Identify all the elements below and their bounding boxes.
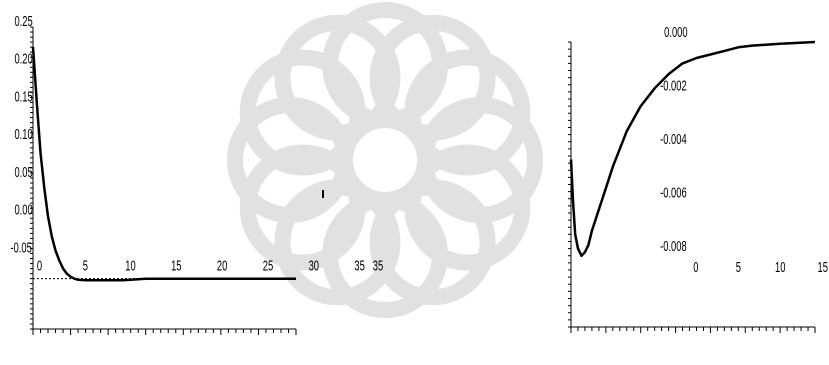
ornament-core (337, 112, 433, 208)
ornament-watermark (227, 2, 543, 318)
x-tick-label: 0 (37, 257, 42, 274)
chart-left: 0 5 10 15 20 25 30 35 35 0.25 0.20 0.15 0.10 0.05 0.00… (10, 13, 383, 335)
y-tick-label: 0.10 (14, 126, 32, 143)
x-tick-label: 15 (818, 259, 828, 276)
y-tick-label: 0.000 (664, 24, 687, 41)
x-tick-label: 30 (309, 257, 319, 274)
ornament-petal (322, 192, 448, 318)
ornament-petal (369, 179, 496, 306)
ornament-petal (322, 2, 448, 128)
y-tick-label: 0.00 (14, 201, 32, 218)
x-tick-label: 5 (736, 259, 741, 276)
ornament-petal (404, 144, 531, 271)
x-tick-label: 20 (217, 257, 227, 274)
x-tick-label: 35 (354, 257, 364, 274)
y-tick-label: 0.05 (14, 164, 32, 181)
chart-right: 05101520253035350.000-0.002-0.004-0.006-… (568, 24, 828, 333)
x-tick-label: 5 (83, 257, 88, 274)
y-tick-label: -0.004 (660, 131, 687, 148)
ornament-petal (369, 14, 496, 141)
y-tick-label: 0.25 (14, 13, 32, 30)
ornament-petal (404, 49, 531, 176)
ornament-petal (274, 14, 401, 141)
x-end-label: 35 (373, 257, 383, 274)
y-tick-label: 0.20 (14, 50, 32, 67)
ornament-petal (417, 97, 543, 223)
ornament-petal (227, 97, 353, 223)
x-tick-label: 25 (263, 257, 273, 274)
center-dot (322, 190, 324, 198)
y-tick-label: 0.15 (14, 88, 32, 105)
series-line (569, 40, 816, 258)
x-tick-label: 0 (693, 259, 698, 276)
x-tick-label: 10 (125, 257, 135, 274)
ornament-petal (274, 179, 401, 306)
ornament-petal (239, 144, 366, 271)
y-tick-label: -0.006 (660, 184, 687, 201)
y-tick-label: -0.002 (660, 77, 687, 94)
series-line (31, 47, 296, 282)
y-tick-label: -0.05 (10, 239, 31, 256)
ornament-petal (239, 49, 366, 176)
x-tick-label: 15 (171, 257, 181, 274)
x-tick-label: 10 (775, 259, 785, 276)
y-tick-label: -0.008 (660, 238, 687, 255)
